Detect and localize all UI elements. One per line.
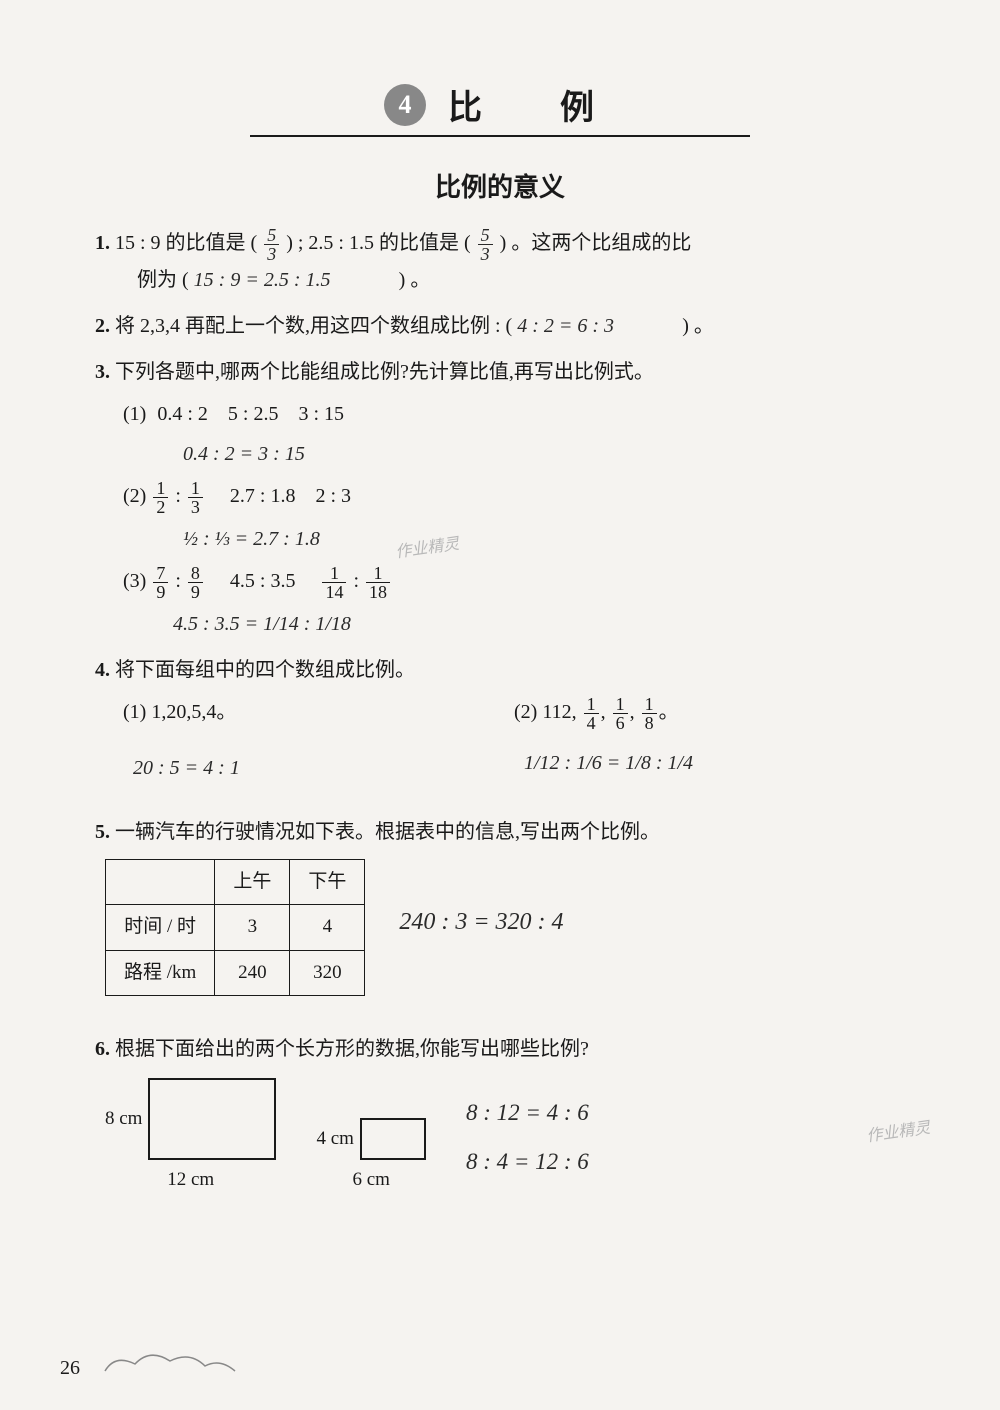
chapter-title: 比 例: [448, 80, 616, 129]
question-5: 5. 一辆汽车的行驶情况如下表。根据表中的信息,写出两个比例。 上午 下午 时间…: [95, 815, 905, 996]
q3-p3-ans: 4.5 : 3.5 = 1/14 : 1/18: [173, 607, 905, 641]
cloud-decoration: [100, 1346, 240, 1376]
q2-number: 2.: [95, 315, 110, 337]
q3-part2: (2) 12 : 13 2.7 : 1.8 2 : 3 ½ : ⅓ = 2.7 …: [95, 479, 905, 556]
question-4: 4. 将下面每组中的四个数组成比例。 (1) 1,20,5,4。 20 : 5 …: [95, 653, 905, 785]
q1-ans1: 53: [264, 226, 279, 263]
q1-text-b: ) ; 2.5 : 1.5 的比值是 (: [286, 232, 470, 254]
q2-text-a: 将 2,3,4 再配上一个数,用这四个数组成比例 : (: [115, 315, 512, 337]
q3-p1-ans: 0.4 : 2 = 3 : 15: [183, 437, 905, 471]
q1-line2: 例为 ( 15 : 9 = 2.5 : 1.5 ) 。: [95, 263, 905, 297]
q4-parts: (1) 1,20,5,4。 20 : 5 = 4 : 1 (2) 112, 14…: [95, 695, 905, 785]
q1-text-c: ) 。这两个比组成的比: [500, 232, 692, 254]
chapter-header: 4 比 例: [95, 80, 905, 137]
q5-table: 上午 下午 时间 / 时 3 4 路程 /km 240 320: [105, 859, 365, 996]
q4-p1-ans: 20 : 5 = 4 : 1: [133, 751, 514, 785]
q6-diagram: 8 cm 12 cm 4 cm 6 cm 8 : 12 = 4 : 6 8 : …: [105, 1078, 905, 1196]
q4-number: 4.: [95, 659, 110, 681]
q1-number: 1.: [95, 232, 110, 254]
question-3: 3. 下列各题中,哪两个比能组成比例?先计算比值,再写出比例式。 (1) 0.4…: [95, 355, 905, 641]
q5-ans: 240 : 3 = 320 : 4: [399, 902, 563, 943]
q3-part3: (3) 79 : 89 4.5 : 3.5 114 : 118 4.5 : 3.…: [95, 564, 905, 641]
q2-text-b: ) 。: [682, 315, 714, 337]
q2-ans: 4 : 2 = 6 : 3: [517, 309, 677, 343]
q5-text: 一辆汽车的行驶情况如下表。根据表中的信息,写出两个比例。: [115, 821, 660, 843]
q6-answers: 8 : 12 = 4 : 6 8 : 4 = 12 : 6: [466, 1093, 589, 1181]
rect-2: 4 cm 6 cm: [316, 1118, 425, 1196]
q5-number: 5.: [95, 821, 110, 843]
q3-text: 下列各题中,哪两个比能组成比例?先计算比值,再写出比例式。: [115, 361, 654, 383]
rect-1: 8 cm 12 cm: [105, 1078, 276, 1196]
q3-part1: (1) 0.4 : 2 5 : 2.5 3 : 15 0.4 : 2 = 3 :…: [95, 397, 905, 471]
q6-text: 根据下面给出的两个长方形的数据,你能写出哪些比例?: [115, 1038, 589, 1060]
question-2: 2. 将 2,3,4 再配上一个数,用这四个数组成比例 : ( 4 : 2 = …: [95, 309, 905, 343]
q4-text: 将下面每组中的四个数组成比例。: [115, 659, 415, 681]
q1-ans2: 53: [478, 226, 493, 263]
q3-number: 3.: [95, 361, 110, 383]
chapter-underline: [250, 135, 750, 137]
q4-part1: (1) 1,20,5,4。 20 : 5 = 4 : 1: [123, 695, 514, 785]
q1-ans3: 15 : 9 = 2.5 : 1.5: [194, 263, 394, 297]
question-6: 6. 根据下面给出的两个长方形的数据,你能写出哪些比例? 8 cm 12 cm …: [95, 1032, 905, 1196]
q6-number: 6.: [95, 1038, 110, 1060]
question-1: 1. 15 : 9 的比值是 ( 53 ) ; 2.5 : 1.5 的比值是 (…: [95, 226, 905, 297]
q1-text-a: 15 : 9 的比值是 (: [115, 232, 257, 254]
q4-p2-ans: 1/12 : 1/6 = 1/8 : 1/4: [524, 746, 905, 780]
chapter-number-badge: 4: [384, 84, 426, 126]
section-title: 比例的意义: [95, 167, 905, 204]
q4-part2: (2) 112, 14, 16, 18。 1/12 : 1/6 = 1/8 : …: [514, 695, 905, 785]
q3-p2-ans: ½ : ⅓ = 2.7 : 1.8: [183, 522, 905, 556]
page-number: 26: [60, 1357, 80, 1380]
